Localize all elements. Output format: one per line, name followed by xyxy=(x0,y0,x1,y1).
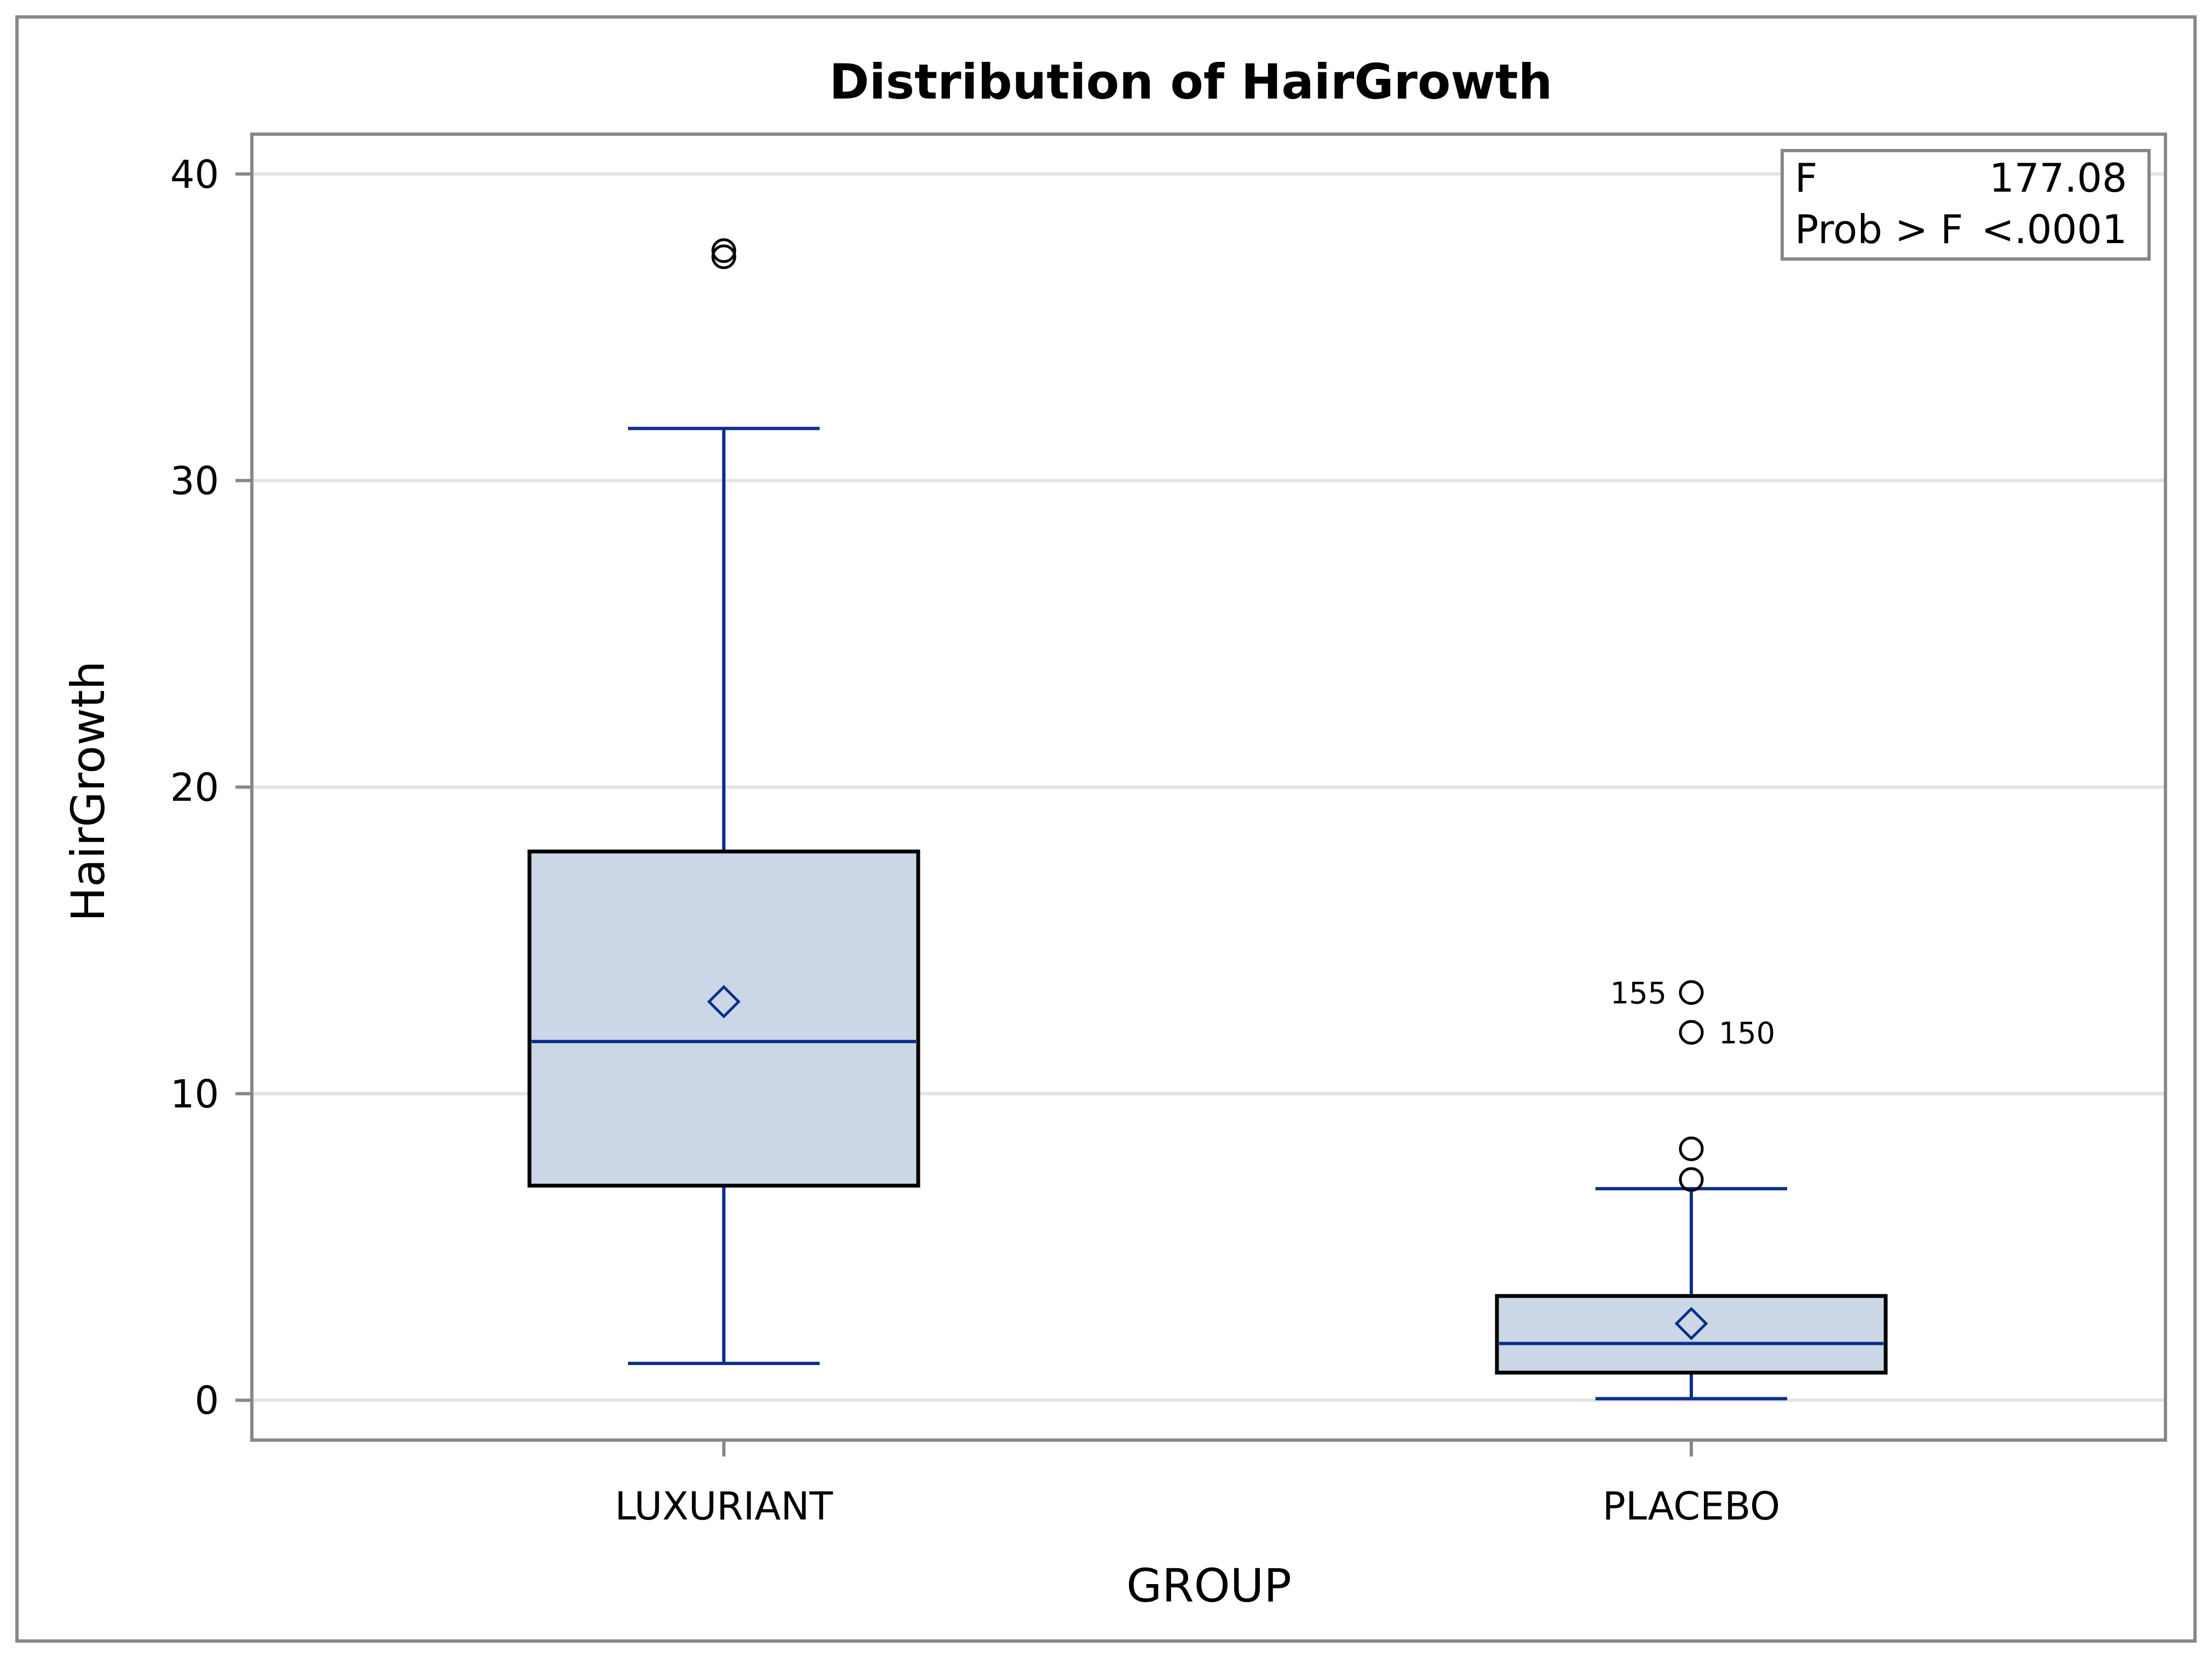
stats-inset: F 177.08 Prob > F <.0001 xyxy=(1781,149,2151,261)
stats-f-value: 177.08 xyxy=(1989,155,2127,201)
y-tick-label-10: 10 xyxy=(170,1072,219,1116)
y-tick-label-40: 40 xyxy=(170,152,219,197)
mean-marker-luxuriant xyxy=(707,985,741,1018)
x-axis-label: GROUP xyxy=(1126,1559,1292,1613)
box-luxuriant xyxy=(527,238,920,1366)
outlier-placebo-0 xyxy=(1679,980,1704,1005)
outlier-luxuriant-1 xyxy=(711,244,736,269)
y-tick-label-0: 0 xyxy=(194,1378,219,1423)
gridlines xyxy=(252,172,2165,1402)
x-tick-label-luxuriant: LUXURIANT xyxy=(615,1484,833,1529)
box-placebo: 155 150 xyxy=(1495,976,1888,1401)
x-tick-label-placebo: PLACEBO xyxy=(1603,1484,1780,1529)
axes: 0 10 20 30 40 LUXURIANT PLACEBO xyxy=(170,152,1780,1529)
outlier-placebo-3 xyxy=(1679,1167,1704,1192)
mean-marker-placebo xyxy=(1674,1306,1708,1340)
outlier-label-155: 155 xyxy=(1610,976,1667,1011)
outlier-placebo-2 xyxy=(1679,1136,1704,1161)
stats-prob-value: <.0001 xyxy=(1981,206,2127,252)
stats-f-label: F xyxy=(1795,155,1817,201)
stats-inset-box xyxy=(1781,149,2151,261)
stats-prob-label: Prob > F xyxy=(1795,206,1963,252)
y-axis-label: HairGrowth xyxy=(61,661,115,922)
outlier-luxuriant-0 xyxy=(711,238,736,263)
y-tick-label-30: 30 xyxy=(170,459,219,504)
outlier-placebo-1 xyxy=(1679,1020,1704,1045)
iqr-box-luxuriant xyxy=(527,849,920,1188)
chart-title: Distribution of HairGrowth xyxy=(830,54,1553,110)
outlier-label-150: 150 xyxy=(1719,1016,1775,1050)
y-tick-label-20: 20 xyxy=(170,765,219,810)
box-series: 155 150 xyxy=(527,238,1888,1401)
